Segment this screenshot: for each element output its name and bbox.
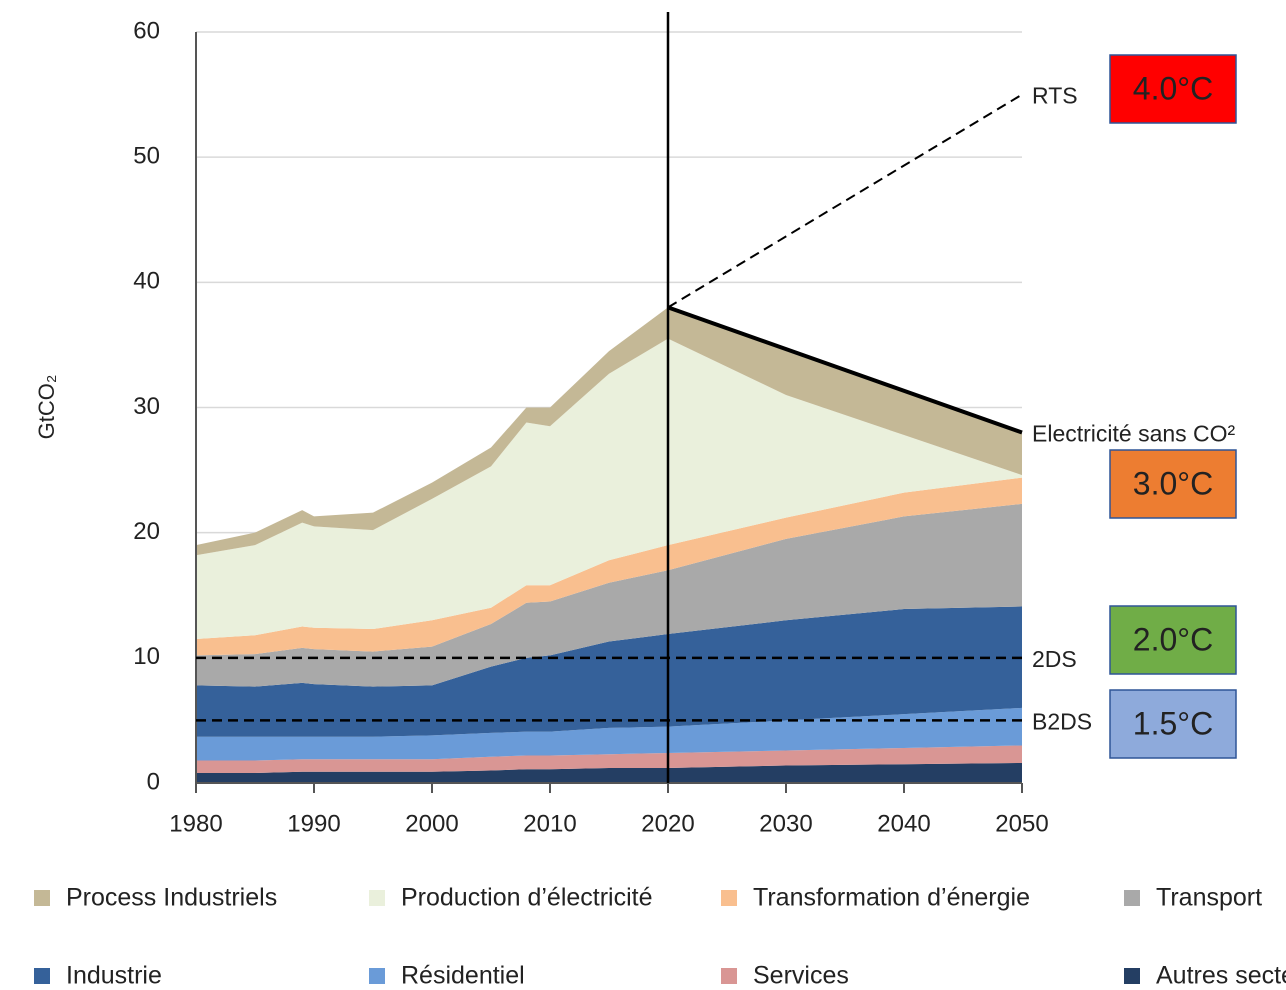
temperature-box	[1109, 605, 1237, 675]
legend-swatch	[369, 890, 385, 906]
legend-swatch	[721, 968, 737, 984]
temperature-box	[1109, 689, 1237, 759]
legend-label: Process Industriels	[66, 884, 277, 912]
legend-label: Production d’électricité	[401, 884, 653, 912]
x-tick-label: 2030	[759, 810, 812, 837]
y-tick-label: 40	[133, 268, 160, 295]
legend-label: Services	[753, 962, 849, 990]
y-tick-label: 20	[133, 518, 160, 545]
area	[196, 307, 1022, 556]
temperature-label: 3.0°C	[1133, 465, 1213, 501]
temperature-label: 2.0°C	[1133, 621, 1213, 657]
temperature-box	[1109, 449, 1237, 519]
legend-label: Industrie	[66, 962, 162, 990]
x-tick-label: 2040	[877, 810, 930, 837]
x-tick-label: 2010	[523, 810, 576, 837]
scenario-line	[667, 93, 1023, 309]
scenario-label: B2DS	[1032, 708, 1092, 734]
legend-swatch	[34, 968, 50, 984]
area	[196, 477, 1022, 656]
legend-swatch	[369, 968, 385, 984]
scenario-label: RTS	[1032, 83, 1078, 109]
x-tick-label: 1990	[287, 810, 340, 837]
area	[196, 745, 1022, 773]
y-tick-label: 50	[133, 143, 160, 170]
area	[196, 762, 1022, 783]
scenario-label: Electricité sans CO²	[1032, 421, 1236, 447]
y-tick-label: 30	[133, 393, 160, 420]
legend-label: Transformation d’énergie	[753, 884, 1030, 912]
legend-label: Transport	[1156, 884, 1262, 912]
legend-swatch	[721, 890, 737, 906]
x-tick-label: 2000	[405, 810, 458, 837]
area	[196, 503, 1022, 687]
x-tick-label: 1980	[169, 810, 222, 837]
area	[196, 338, 1022, 640]
area	[196, 606, 1022, 737]
temperature-box	[1109, 54, 1237, 124]
scenario-line	[667, 305, 1023, 435]
temperature-label: 4.0°C	[1133, 70, 1213, 106]
y-tick-label: 60	[133, 17, 160, 44]
y-tick-label: 10	[133, 643, 160, 670]
x-tick-label: 2050	[995, 810, 1048, 837]
legend-label: Autres secteurs	[1156, 962, 1286, 990]
legend-swatch	[1124, 968, 1140, 984]
area	[196, 707, 1022, 761]
y-axis-label: GtCO₂	[34, 375, 59, 440]
legend-label: Résidentiel	[401, 962, 525, 990]
y-tick-label: 0	[147, 768, 160, 795]
temperature-label: 1.5°C	[1133, 705, 1213, 741]
scenario-label: 2DS	[1032, 646, 1077, 672]
legend-swatch	[34, 890, 50, 906]
x-tick-label: 2020	[641, 810, 694, 837]
legend-swatch	[1124, 890, 1140, 906]
